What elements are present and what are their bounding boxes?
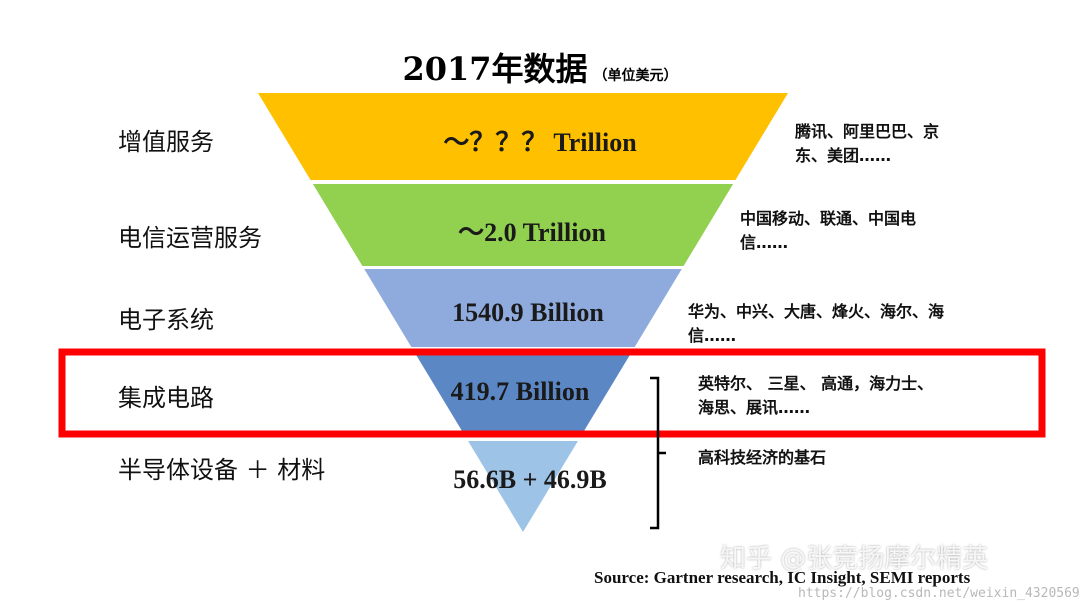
companies-line: 东、美团……	[795, 146, 892, 165]
funnel-layer-electronic-systems	[364, 269, 682, 347]
companies-line: 华为、中兴、大唐、烽火、海尔、海	[688, 302, 945, 321]
companies-line: 中国移动、联通、中国电	[740, 209, 917, 228]
companies-line: 信……	[740, 233, 789, 252]
companies-line: 信……	[688, 326, 737, 345]
csdn-watermark: https://blog.csdn.net/weixin_43205692	[798, 586, 1080, 601]
companies-telecom-operators: 中国移动、联通、中国电 信……	[740, 207, 916, 255]
companies-electronic-systems: 华为、中兴、大唐、烽火、海尔、海 信……	[688, 300, 944, 348]
label-value-added-services: 增值服务	[118, 128, 214, 156]
label-electronic-systems: 电子系统	[118, 306, 214, 334]
companies-integrated-circuits: 英特尔、 三星、 高通，海力士、 海思、展讯……	[698, 372, 933, 420]
value-value-added-services: ～？？？ Trillion	[443, 128, 637, 157]
companies-line: 海思、展讯……	[698, 398, 811, 417]
value-electronic-systems: 1540.9 Billion	[452, 298, 604, 327]
funnel-layer-semiconductor-equipment-materials	[468, 441, 578, 532]
companies-line: 英特尔、 三星、 高通，海力士、	[698, 374, 934, 393]
unit-text: （单位美元）	[593, 68, 678, 84]
chart-title: 2017年数据 （单位美元）	[0, 44, 1080, 90]
value-semiconductor-equipment-materials: 56.6B + 46.9B	[453, 465, 607, 494]
highlight-box	[58, 348, 1046, 438]
label-integrated-circuits: 集成电路	[118, 384, 214, 412]
companies-semiconductor-equipment-materials: 高科技经济的基石	[698, 446, 826, 470]
funnel-layer-telecom-operators	[312, 184, 734, 266]
companies-line: 腾讯、阿里巴巴、京	[795, 122, 940, 141]
funnel-layer-value-added-services	[258, 93, 788, 180]
label-telecom-operators: 电信运营服务	[118, 224, 262, 252]
grouping-bracket	[650, 376, 666, 530]
title-text: 2017年数据	[402, 50, 588, 88]
funnel-layer-integrated-circuits	[413, 351, 633, 437]
value-integrated-circuits: 419.7 Billion	[450, 377, 590, 406]
companies-line: 高科技经济的基石	[698, 448, 827, 467]
companies-value-added-services: 腾讯、阿里巴巴、京 东、美团……	[795, 120, 939, 168]
source-citation: Source: Gartner research, IC Insight, SE…	[594, 568, 971, 587]
label-semiconductor-equipment-materials: 半导体设备 ＋ 材料	[118, 456, 326, 484]
value-telecom-operators: ～2.0 Trillion	[458, 218, 606, 247]
zhihu-watermark: 知乎 @张竞扬摩尔精英	[720, 544, 989, 574]
